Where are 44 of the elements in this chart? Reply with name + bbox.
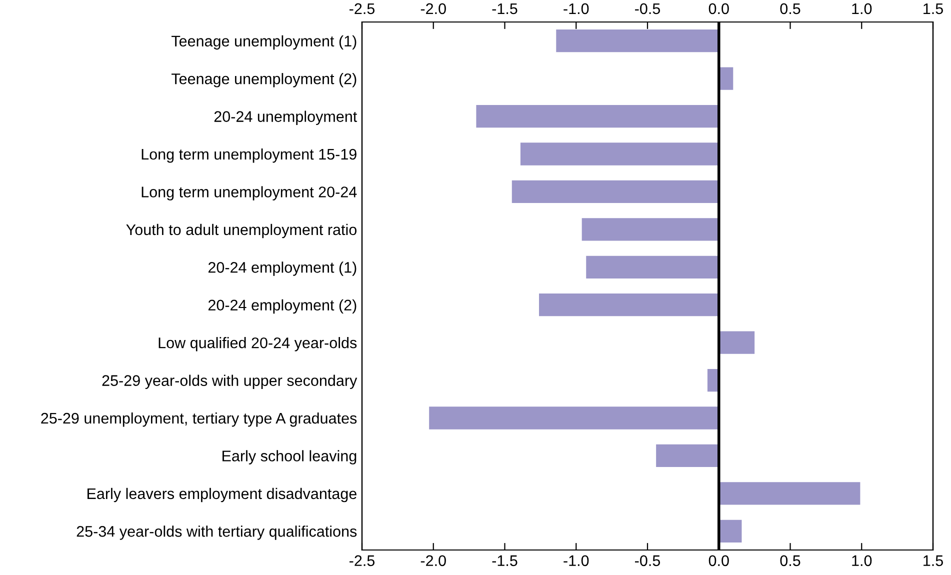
- bar: [476, 104, 719, 128]
- bar: [656, 444, 719, 468]
- x-tick-label: -1.0: [564, 555, 589, 566]
- y-tick-label: 25-29 unemployment, tertiary type A graduates: [41, 412, 357, 427]
- bar: [718, 331, 755, 354]
- x-tick-label: -2.0: [420, 555, 446, 566]
- y-tick-label: Youth to adult unemployment ratio: [126, 224, 357, 238]
- x-tick-label: -1.5: [492, 555, 518, 566]
- y-tick-label: Low qualified 20-24 year-olds: [158, 337, 357, 352]
- bar: [556, 30, 719, 52]
- bar: [429, 406, 719, 430]
- y-tick-label: Long term unemployment 20-24: [142, 186, 357, 200]
- bar: [718, 520, 742, 542]
- y-tick-label: Early leavers employment disadvantage: [88, 488, 356, 502]
- y-tick-label: 25-34 year-olds with tertiary qualifications: [76, 526, 357, 540]
- x-tick-label: 0.0: [708, 555, 729, 566]
- x2-tick-label: 1.5: [924, 3, 943, 14]
- y-tick-label: 20-24 employment (1): [208, 262, 356, 276]
- x-tick-label: -0.5: [635, 555, 660, 566]
- x-tick-label: 1.5: [924, 555, 943, 566]
- y-tick-label: Early school leaving: [222, 450, 356, 464]
- bar: [718, 482, 860, 505]
- x2-tick-label: -2.5: [350, 3, 375, 14]
- x2-tick-label: -1.5: [492, 3, 518, 14]
- x2-tick-label: -2.0: [420, 3, 446, 14]
- y-tick-label: Teenage unemployment (1): [172, 35, 356, 50]
- bar: [539, 294, 719, 316]
- y-tick-label: 25-29 year-olds with upper secondary: [102, 374, 358, 389]
- y-tick-label: 20-24 unemployment: [214, 110, 358, 125]
- x-tick-label: -2.5: [350, 555, 375, 566]
- x2-tick-label: 1.0: [852, 3, 872, 14]
- x2-tick-label: -1.0: [564, 3, 589, 14]
- bar: [586, 256, 719, 278]
- y-tick-label: 20-24 employment (2): [208, 299, 356, 314]
- x-tick-label: 0.5: [780, 555, 800, 566]
- bar: [520, 142, 719, 166]
- bar: [512, 180, 719, 204]
- x2-tick-label: 0.5: [780, 3, 800, 14]
- x2-tick-label: -0.5: [635, 3, 660, 14]
- x-tick-label: 1.0: [852, 555, 872, 566]
- bar: [582, 218, 719, 241]
- y-tick-label: Teenage unemployment (2): [172, 73, 356, 88]
- x2-tick-label: 0.0: [708, 3, 729, 14]
- y-tick-label: Long term unemployment 15-19: [142, 148, 356, 163]
